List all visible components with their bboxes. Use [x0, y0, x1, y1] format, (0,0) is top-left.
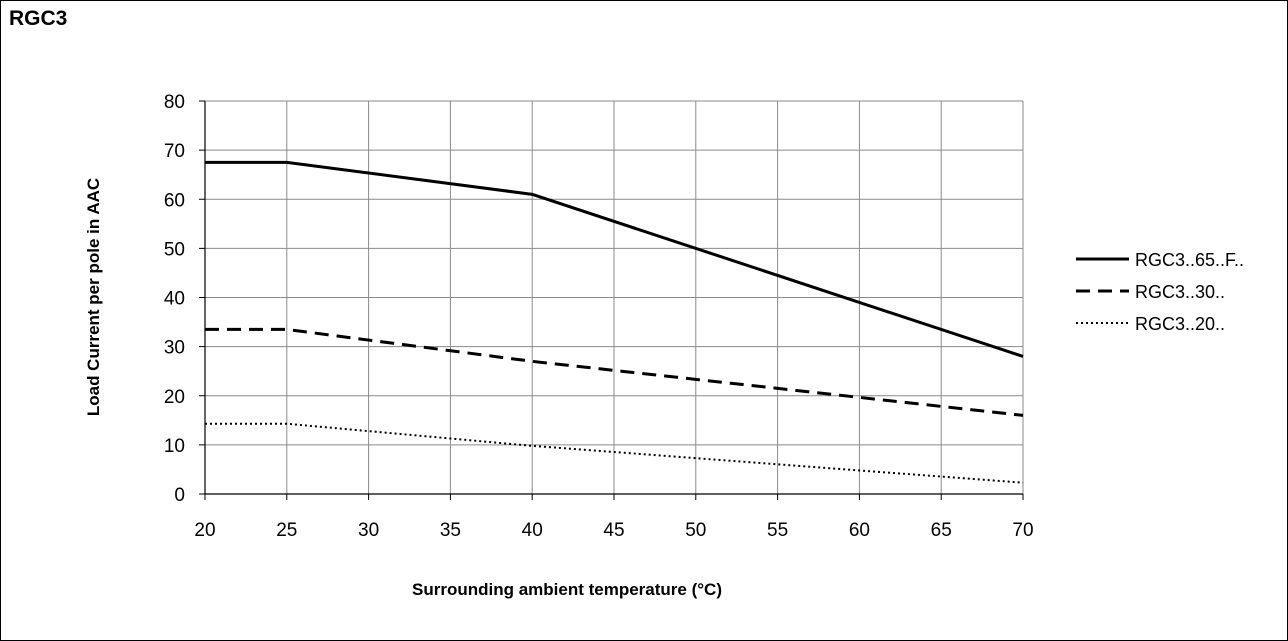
- x-tick-label: 20: [194, 520, 215, 541]
- x-tick-label: 35: [440, 520, 461, 541]
- x-axis-title: Surrounding ambient temperature (°C): [412, 580, 722, 599]
- legend-label-3: RGC3..20..: [1135, 314, 1225, 334]
- x-tick-label: 60: [849, 520, 870, 541]
- y-axis-title: Load Current per pole in AAC: [84, 178, 103, 416]
- x-tick-label: 45: [603, 520, 624, 541]
- y-tick-label: 80: [164, 92, 185, 113]
- series-line-3: [205, 422, 1024, 484]
- y-tick-label: 20: [164, 387, 185, 408]
- x-tick-label: 50: [685, 520, 706, 541]
- y-tick-label: 70: [164, 141, 185, 162]
- x-tick-label: 65: [931, 520, 952, 541]
- y-tick-label: 60: [164, 190, 185, 211]
- y-tick-label: 30: [164, 338, 185, 359]
- y-tick-label: 0: [174, 485, 185, 506]
- y-tick-label: 40: [164, 289, 185, 310]
- page-title: RGC3: [9, 7, 68, 30]
- x-tick-label: 30: [358, 520, 379, 541]
- x-tick-label: 25: [276, 520, 297, 541]
- series-line-1: [205, 160, 1024, 358]
- series-line-2: [205, 327, 1024, 417]
- x-tick-label: 40: [522, 520, 543, 541]
- legend-label-1: RGC3..65..F..: [1135, 250, 1244, 270]
- y-tick-label: 50: [164, 239, 185, 260]
- legend-label-2: RGC3..30..: [1135, 282, 1225, 302]
- y-tick-label: 10: [164, 436, 185, 457]
- x-tick-label: 70: [1012, 520, 1033, 541]
- x-tick-label: 55: [767, 520, 788, 541]
